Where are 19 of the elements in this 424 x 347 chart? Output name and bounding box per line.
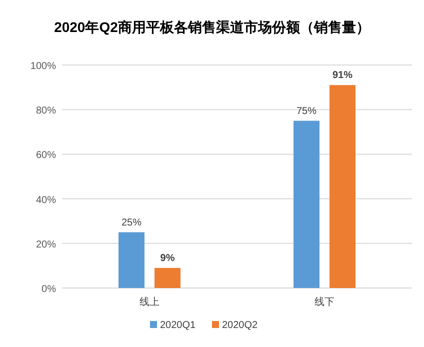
legend-label: 2020Q1 (160, 320, 196, 331)
y-tick-label: 40% (36, 194, 56, 206)
x-tick-label: 线上 (140, 296, 160, 308)
data-label: 91% (332, 70, 353, 82)
bar (118, 232, 144, 288)
data-label: 25% (121, 217, 142, 228)
chart-title: 2020年Q2商用平板各销售渠道市场份额（销售量） (54, 19, 370, 35)
y-tick-label: 20% (36, 239, 56, 250)
legend-label: 2020Q2 (222, 320, 258, 331)
bar (330, 85, 356, 288)
y-tick-label: 0% (42, 284, 56, 295)
bar (294, 120, 320, 288)
y-tick-label: 80% (36, 106, 56, 117)
data-label: 75% (296, 106, 317, 117)
data-label: 9% (160, 252, 175, 264)
bar (154, 268, 180, 288)
y-tick-label: 60% (36, 150, 56, 162)
y-tick-label: 100% (30, 61, 56, 72)
x-tick-label: 线下 (314, 296, 334, 308)
